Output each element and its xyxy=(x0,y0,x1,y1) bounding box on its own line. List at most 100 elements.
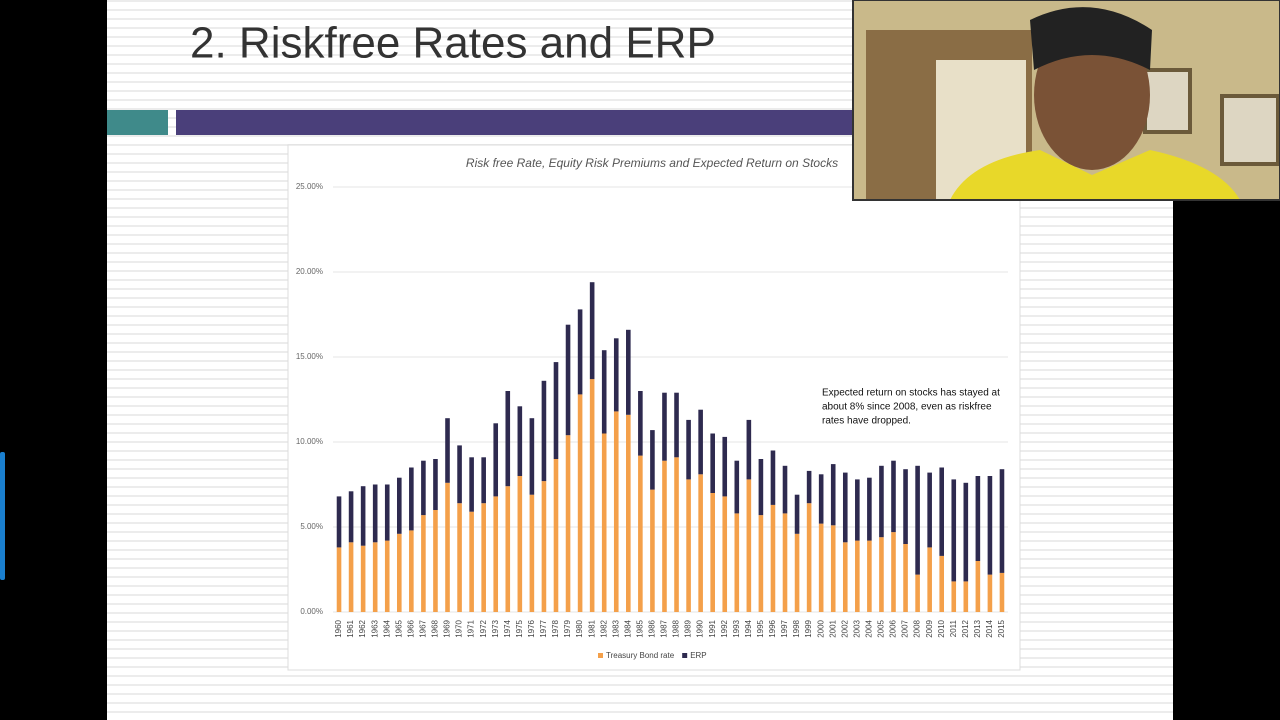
bar-segment xyxy=(372,542,378,612)
x-tick-label: 2014 xyxy=(985,619,994,637)
bar-segment xyxy=(384,540,390,612)
x-tick-label: 1963 xyxy=(370,619,379,637)
bar-segment xyxy=(565,324,571,436)
x-tick-label: 1999 xyxy=(804,619,813,637)
legend-swatch xyxy=(598,653,603,658)
bar-segment xyxy=(999,469,1005,573)
x-tick-label: 2000 xyxy=(816,619,825,637)
bar-segment xyxy=(650,430,655,490)
legend-label: ERP xyxy=(690,651,706,660)
bar-segment xyxy=(626,414,631,612)
x-tick-label: 1984 xyxy=(623,619,632,637)
bar-segment xyxy=(842,542,848,612)
bar-segment xyxy=(626,329,631,415)
header-bar xyxy=(176,110,876,135)
bar-segment xyxy=(698,409,703,475)
bar-segment xyxy=(939,467,945,556)
bar-segment xyxy=(734,513,740,612)
bar-segment xyxy=(867,540,872,612)
annotation: rates have dropped. xyxy=(822,416,911,427)
bar-segment xyxy=(421,460,426,516)
annotation: about 8% since 2008, even as riskfree xyxy=(822,402,992,413)
bar-segment xyxy=(529,418,535,495)
x-tick-label: 1987 xyxy=(660,619,669,637)
annotation: Expected return on stocks has stayed at xyxy=(822,388,1000,399)
bar-segment xyxy=(674,392,679,458)
bar-segment xyxy=(421,515,426,612)
bar-segment xyxy=(348,491,354,543)
bar-segment xyxy=(638,391,643,456)
x-tick-label: 2001 xyxy=(828,619,837,637)
x-tick-label: 1979 xyxy=(563,619,572,637)
y-tick-label: 25.00% xyxy=(296,182,323,191)
bar-segment xyxy=(903,544,908,612)
x-tick-label: 2003 xyxy=(852,619,861,637)
x-tick-label: 1981 xyxy=(587,619,596,637)
bar-segment xyxy=(782,513,788,612)
bar-segment xyxy=(565,435,571,612)
bar-segment xyxy=(975,476,981,561)
x-tick-label: 2008 xyxy=(913,619,922,637)
x-tick-label: 2009 xyxy=(925,619,934,637)
x-tick-label: 1988 xyxy=(672,619,681,637)
bar-segment xyxy=(915,574,920,612)
x-tick-label: 1992 xyxy=(720,619,729,637)
bar-segment xyxy=(891,460,896,533)
bar-segment xyxy=(951,479,957,582)
x-tick-label: 1966 xyxy=(406,619,415,637)
x-tick-label: 1964 xyxy=(382,619,391,637)
bar-segment xyxy=(409,530,414,612)
bar-segment xyxy=(613,411,619,612)
x-tick-label: 2007 xyxy=(901,619,910,637)
bar-segment xyxy=(505,391,511,487)
side-tab[interactable] xyxy=(0,452,5,580)
x-tick-label: 1967 xyxy=(419,619,428,637)
bar-segment xyxy=(674,457,679,612)
bar-segment xyxy=(445,482,450,612)
bar-segment xyxy=(396,477,402,534)
bar-segment xyxy=(746,419,752,480)
bar-segment xyxy=(686,479,691,612)
x-tick-label: 2013 xyxy=(973,619,982,637)
y-tick-label: 5.00% xyxy=(300,522,323,531)
x-tick-label: 1968 xyxy=(431,619,440,637)
bar-segment xyxy=(650,489,655,612)
bar-segment xyxy=(457,445,462,504)
x-tick-label: 1978 xyxy=(551,619,560,637)
x-tick-label: 1962 xyxy=(358,619,367,637)
x-tick-label: 1975 xyxy=(515,619,524,637)
bar-segment xyxy=(855,540,860,612)
x-tick-label: 1997 xyxy=(780,619,789,637)
bar-segment xyxy=(927,472,932,548)
bar-segment xyxy=(553,459,559,612)
bar-segment xyxy=(734,460,740,514)
bar-segment xyxy=(770,450,776,505)
x-tick-label: 2002 xyxy=(840,619,849,637)
bar-segment xyxy=(939,555,945,612)
bar-segment xyxy=(662,392,667,461)
x-tick-label: 1994 xyxy=(744,619,753,637)
bar-segment xyxy=(481,457,486,504)
bar-segment xyxy=(433,510,438,612)
x-tick-label: 1986 xyxy=(648,619,657,637)
bar-segment xyxy=(794,494,800,534)
bar-segment xyxy=(758,459,764,516)
bar-segment xyxy=(867,477,872,541)
bar-segment xyxy=(879,537,884,612)
x-tick-label: 2012 xyxy=(961,619,970,637)
shirt xyxy=(950,150,1240,200)
bar-segment xyxy=(336,547,342,612)
bar-segment xyxy=(360,545,366,612)
chart-title: Risk free Rate, Equity Risk Premiums and… xyxy=(466,156,838,170)
bar-segment xyxy=(577,309,583,395)
bar-segment xyxy=(360,486,366,546)
bar-segment xyxy=(963,482,969,582)
bar-segment xyxy=(891,532,896,612)
x-tick-label: 1995 xyxy=(756,619,765,637)
bar-segment xyxy=(613,338,619,412)
bar-segment xyxy=(481,503,486,612)
bar-segment xyxy=(505,486,511,612)
bar-segment xyxy=(806,503,812,612)
